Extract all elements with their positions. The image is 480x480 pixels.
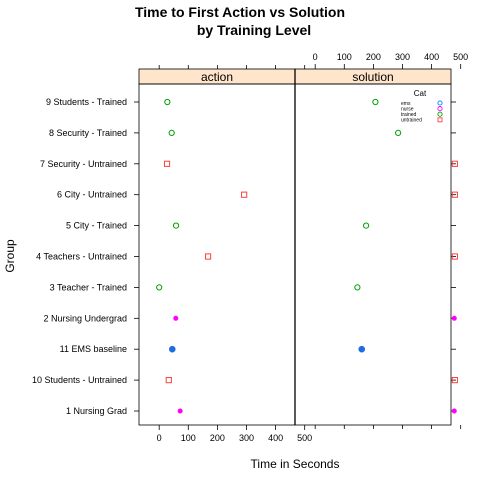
point-trained — [354, 284, 361, 291]
x-tick-label-action-300: 300 — [239, 433, 254, 443]
y-axis-label: Group — [3, 239, 17, 273]
x-tick-label-action-100: 100 — [181, 433, 196, 443]
chart-title-line1: Time to First Action vs Solution — [135, 4, 345, 20]
point-trained — [395, 129, 402, 136]
data-points — [156, 98, 458, 414]
point-trained — [164, 98, 171, 106]
point-trained — [172, 222, 180, 229]
legend-marker-untrained — [437, 117, 443, 123]
point-nurse — [451, 315, 457, 321]
y-tick-label: 8 Security - Trained — [49, 128, 127, 138]
panel-frame-solution — [294, 83, 452, 426]
y-tick-label: 4 Teachers - Untrained — [36, 252, 127, 262]
chart-title-line2: by Training Level — [197, 22, 311, 38]
y-tick-label: 2 Nursing Undergrad — [43, 313, 127, 323]
point-ems — [358, 345, 366, 353]
point-ems — [168, 345, 176, 353]
point-trained — [372, 98, 379, 106]
y-tick-label: 5 City - Trained — [66, 221, 127, 231]
legend-label-nurse: nurse — [401, 106, 414, 112]
point-trained — [156, 284, 163, 291]
legend-label-trained: trained — [401, 112, 417, 118]
point-trained — [363, 222, 370, 229]
point-untrained — [165, 377, 172, 384]
legend-marker-nurse — [437, 106, 443, 112]
panel-frame-action — [138, 83, 296, 426]
y-tick-label: 10 Students - Untrained — [32, 375, 127, 385]
x-tick-label-action-400: 400 — [268, 433, 283, 443]
point-untrained — [451, 191, 458, 198]
y-tick-label: 9 Students - Trained — [46, 97, 127, 107]
point-untrained — [204, 253, 212, 260]
x-axis-label: Time in Seconds — [251, 457, 340, 471]
legend-label-untrained: untrained — [401, 118, 422, 124]
x-tick-label-solution-300: 300 — [395, 52, 410, 62]
strip-label-action: action — [201, 70, 233, 84]
y-tick-label: 1 Nursing Grad — [66, 406, 127, 416]
x-tick-label-solution-0: 0 — [313, 52, 318, 62]
point-untrained — [163, 160, 171, 167]
x-tick-label-solution-100: 100 — [337, 52, 352, 62]
x-tick-label-action-200: 200 — [210, 433, 225, 443]
point-nurse — [451, 408, 457, 414]
legend-marker-trained — [437, 111, 443, 117]
x-tick-label-solution-500: 500 — [453, 52, 468, 62]
x-tick-label-action-500: 500 — [297, 433, 312, 443]
y-tick-label: 11 EMS baseline — [60, 344, 127, 354]
legend-title: Cat — [414, 89, 427, 98]
point-untrained — [241, 191, 248, 198]
x-tick-label-solution-400: 400 — [424, 52, 439, 62]
legend-marker-ems — [437, 100, 443, 106]
point-untrained — [451, 253, 458, 260]
y-tick-labels: 1 Nursing Grad 10 Students - Untrained 11 … — [32, 97, 456, 416]
legend-label-ems: ems — [401, 101, 411, 107]
y-tick-label: 6 City - Untrained — [57, 190, 127, 200]
point-untrained — [451, 377, 458, 384]
x-tick-label-solution-200: 200 — [366, 52, 381, 62]
strip-label-solution: solution — [352, 70, 393, 84]
panels-group: action solution — [138, 68, 452, 426]
x-ticks: 0 0 100 100 200 200 300 300 400 400 500 500 — [157, 52, 469, 443]
y-tick-label: 3 Teacher - Trained — [50, 282, 127, 292]
point-untrained — [451, 160, 458, 167]
point-trained — [168, 129, 175, 136]
x-tick-label-action-0: 0 — [157, 433, 162, 443]
point-nurse — [177, 408, 183, 414]
point-nurse — [173, 315, 179, 321]
y-tick-label: 7 Security - Untrained — [40, 159, 127, 169]
